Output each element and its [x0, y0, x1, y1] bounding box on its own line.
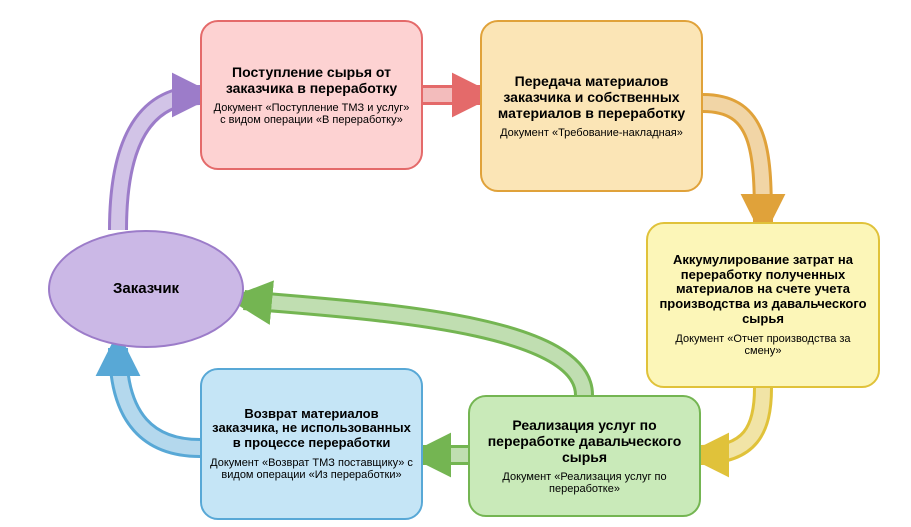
node-title: Аккумулирование затрат на переработку по… — [656, 253, 870, 328]
flow-node-customer: Заказчик — [48, 230, 244, 348]
node-title: Реализация услуг по переработке давальче… — [478, 417, 691, 465]
flow-edge-n5-customer — [118, 348, 200, 448]
flow-node-n3: Аккумулирование затрат на переработку по… — [646, 222, 880, 388]
node-title: Поступление сырья от заказчика в перераб… — [210, 64, 413, 96]
node-subtitle: Документ «Требование-накладная» — [500, 127, 683, 139]
flow-edge-n3-n4 — [701, 388, 763, 455]
node-title: Заказчик — [113, 280, 179, 297]
node-subtitle: Документ «Поступление ТМЗ и услуг» с вид… — [210, 102, 413, 126]
node-subtitle: Документ «Возврат ТМЗ поставщику» с видо… — [210, 457, 413, 481]
node-subtitle: Документ «Отчет производства за смену» — [656, 333, 870, 357]
node-title: Передача материалов заказчика и собствен… — [490, 73, 693, 121]
flow-node-n4: Реализация услуг по переработке давальче… — [468, 395, 701, 517]
flow-edge-n2-n3 — [703, 103, 763, 222]
flow-edge-customer-n1 — [118, 95, 200, 230]
flow-node-n1: Поступление сырья от заказчика в перераб… — [200, 20, 423, 170]
node-subtitle: Документ «Реализация услуг по переработк… — [478, 471, 691, 495]
node-title: Возврат материалов заказчика, не использ… — [210, 407, 413, 452]
flow-node-n2: Передача материалов заказчика и собствен… — [480, 20, 703, 192]
flow-node-n5: Возврат материалов заказчика, не использ… — [200, 368, 423, 520]
